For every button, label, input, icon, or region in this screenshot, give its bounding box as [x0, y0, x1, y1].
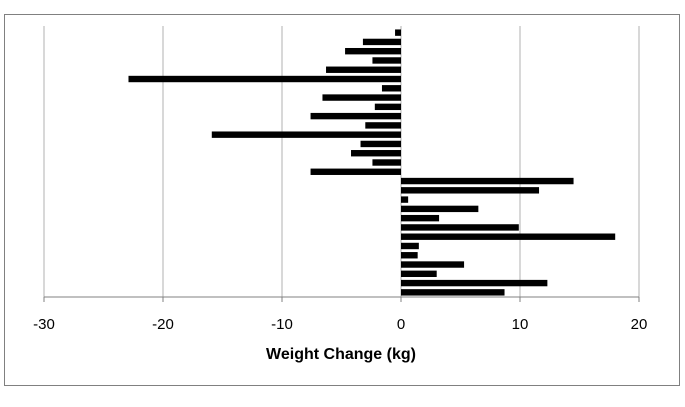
- bar: [211, 131, 401, 138]
- bar: [374, 103, 401, 111]
- bar: [395, 29, 401, 36]
- bar: [401, 261, 465, 268]
- x-axis-title: Weight Change (kg): [266, 346, 416, 363]
- bar: [351, 150, 401, 157]
- x-tick-label: 20: [631, 316, 648, 333]
- bar: [401, 289, 505, 296]
- bar: [401, 252, 418, 259]
- bar: [401, 205, 479, 213]
- bar: [360, 140, 401, 148]
- bar: [345, 47, 401, 55]
- bar: [372, 57, 401, 64]
- bar: [365, 122, 401, 129]
- bar: [401, 242, 419, 250]
- bar: [326, 66, 401, 73]
- bar: [401, 214, 440, 222]
- bar: [128, 75, 402, 83]
- bar: [401, 270, 437, 278]
- x-tick-label: 10: [512, 316, 529, 333]
- bar: [372, 159, 401, 166]
- x-tick-label: -10: [271, 316, 293, 333]
- bar: [310, 112, 401, 120]
- bar: [310, 168, 401, 175]
- bar: [362, 38, 401, 46]
- x-tick-label: 0: [397, 316, 405, 333]
- bar: [401, 196, 409, 203]
- bar: [381, 85, 401, 92]
- x-tick-label: -30: [33, 316, 55, 333]
- bar: [401, 233, 616, 240]
- bar: [322, 94, 401, 101]
- bar: [401, 187, 540, 194]
- bar: [401, 177, 574, 185]
- bar: [401, 224, 519, 231]
- x-tick-label: -20: [152, 316, 174, 333]
- bar: [401, 279, 548, 287]
